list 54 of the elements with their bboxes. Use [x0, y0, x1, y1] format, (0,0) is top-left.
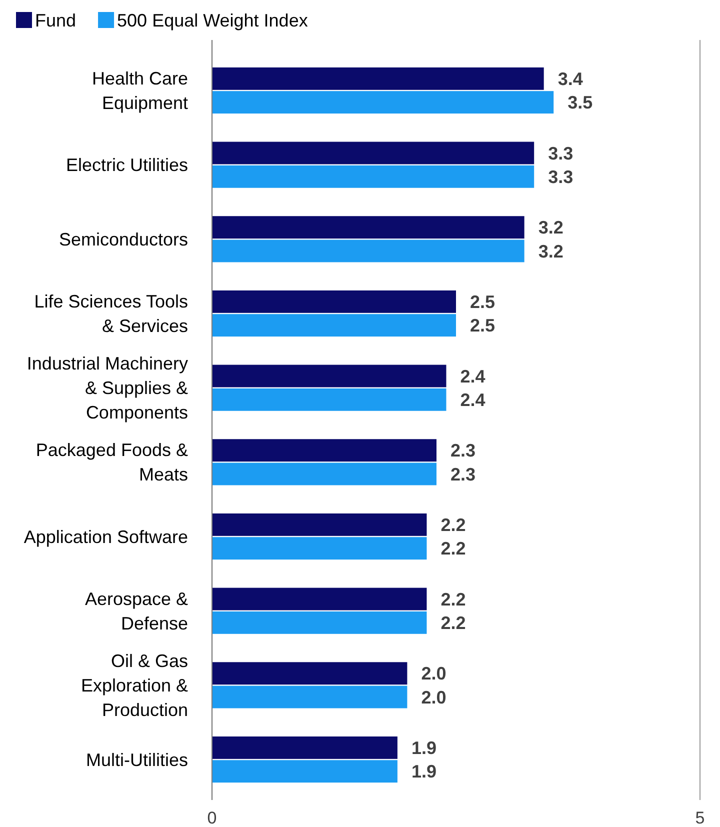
y-tick-label: Application Software — [24, 526, 188, 547]
bar — [212, 537, 427, 560]
x-tick-label: 0 — [207, 808, 217, 827]
y-tick-label: Multi-Utilities — [86, 750, 188, 770]
bar — [212, 314, 456, 337]
x-tick-label: 5 — [695, 808, 705, 827]
y-tick-label: Electric Utilities — [66, 155, 188, 176]
y-tick-label: Health Care Equipment — [92, 68, 188, 114]
bar — [212, 611, 427, 634]
data-label: 2.5 — [470, 292, 496, 312]
y-tick-label: Industrial Machinery & Supplies & Components — [26, 354, 188, 423]
data-label: 2.3 — [450, 440, 476, 461]
bar — [212, 662, 408, 685]
y-tick-label: Oil & Gas Exploration & Production — [80, 650, 188, 720]
y-tick-label: Packaged Foods & Meats — [36, 440, 188, 485]
bar — [212, 67, 544, 90]
data-label: 3.3 — [548, 166, 574, 187]
data-label: 2.2 — [440, 589, 466, 610]
bar — [212, 290, 456, 313]
y-tick-label: Life Sciences Tools & Services — [34, 292, 188, 336]
data-label: 2.2 — [440, 514, 466, 535]
y-tick-label: Aerospace & Defense — [84, 588, 188, 634]
data-label: 2.4 — [460, 366, 486, 386]
data-label: 2.0 — [421, 687, 446, 708]
data-label: 2.3 — [450, 464, 476, 484]
data-label: 2.5 — [470, 316, 496, 336]
bar — [212, 91, 554, 114]
legend-label: Fund — [35, 10, 76, 30]
bar — [212, 588, 427, 610]
bar — [212, 686, 408, 708]
data-label: 1.9 — [411, 762, 436, 782]
data-label: 3.2 — [538, 218, 564, 238]
bar — [212, 513, 427, 536]
data-label: 2.2 — [440, 612, 466, 633]
bar — [212, 142, 534, 164]
data-label: 3.5 — [568, 92, 593, 113]
bar — [212, 388, 446, 411]
bar — [212, 364, 446, 388]
bar — [212, 462, 436, 486]
y-tick-label: Semiconductors — [58, 229, 188, 250]
data-label: 1.9 — [411, 738, 436, 758]
data-label: 3.3 — [548, 143, 574, 164]
bar — [212, 736, 398, 759]
bar — [212, 240, 524, 262]
bar — [212, 760, 398, 783]
legend-label: 500 Equal Weight Index — [117, 10, 308, 30]
data-label: 2.4 — [460, 390, 486, 410]
bar — [212, 165, 534, 188]
bar — [212, 439, 436, 462]
data-label: 2.2 — [440, 538, 466, 559]
data-label: 3.4 — [558, 68, 583, 89]
data-label: 3.2 — [538, 241, 564, 262]
bar — [212, 216, 524, 239]
data-label: 2.0 — [421, 664, 446, 684]
